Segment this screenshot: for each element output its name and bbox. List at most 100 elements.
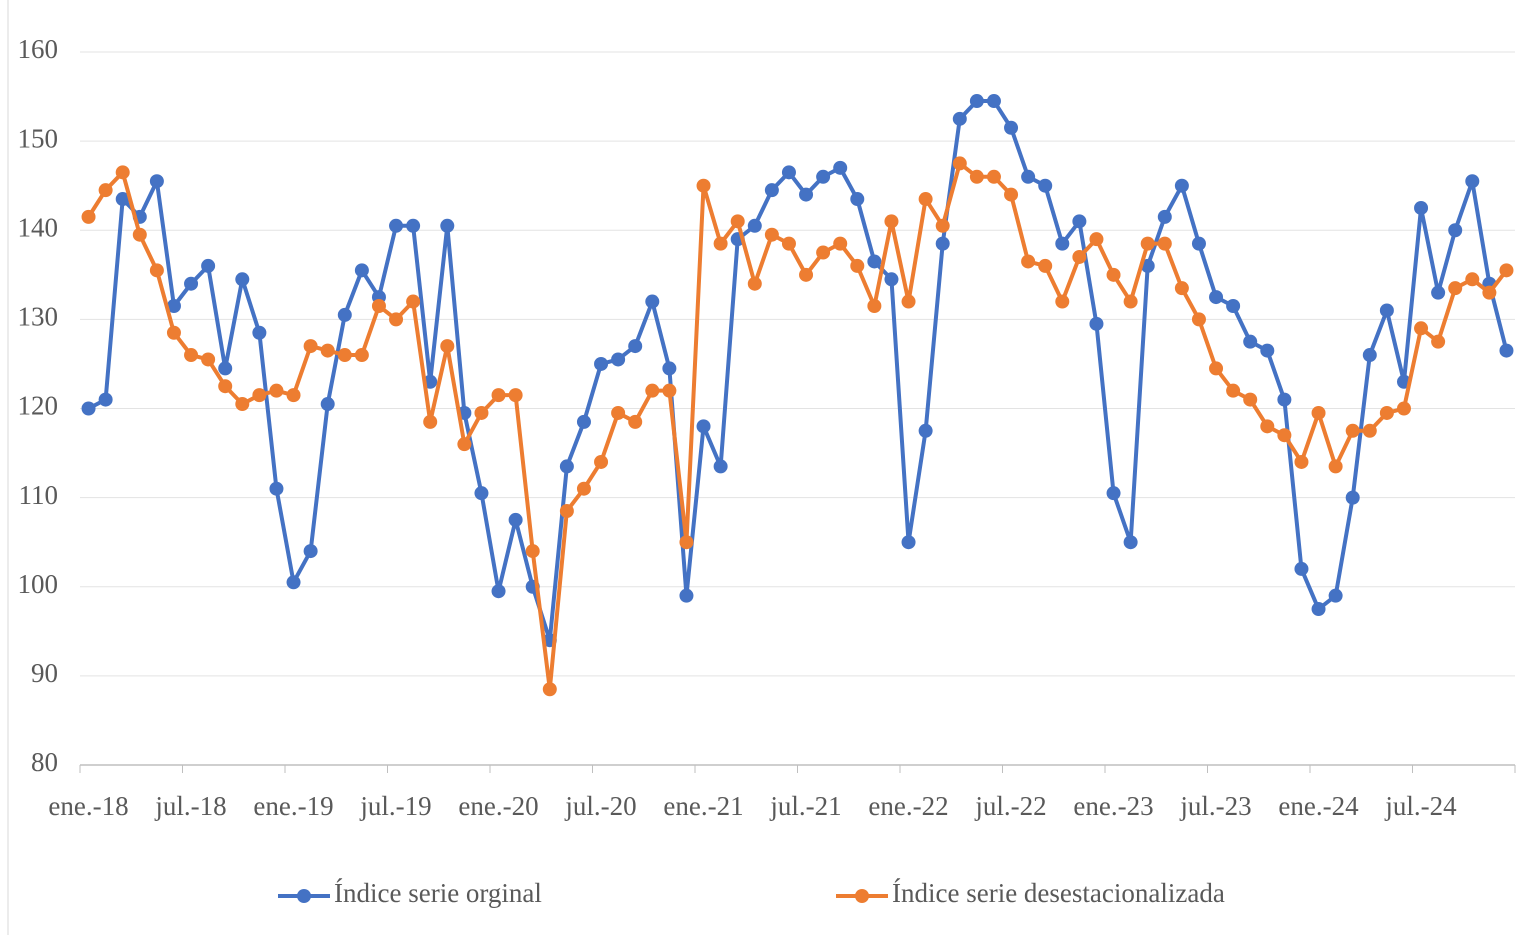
data-point: [594, 454, 609, 469]
data-point: [1089, 316, 1104, 331]
series-line: [86, 161, 1509, 692]
data-point: [1004, 187, 1019, 202]
data-point: [1379, 405, 1394, 420]
data-point: [423, 414, 438, 429]
data-point: [1499, 343, 1514, 358]
data-point: [1431, 334, 1446, 349]
data-point: [764, 183, 779, 198]
data-point: [628, 339, 643, 354]
data-point: [491, 388, 506, 403]
legend-label: Índice serie orginal: [334, 878, 542, 908]
data-point: [662, 383, 677, 398]
y-tick-label: 100: [18, 569, 59, 599]
data-point: [440, 339, 455, 354]
data-point: [81, 401, 96, 416]
data-point: [1311, 405, 1326, 420]
data-point: [747, 276, 762, 291]
y-tick-label: 150: [18, 123, 59, 153]
data-point: [218, 379, 233, 394]
data-point: [816, 245, 831, 260]
data-point: [730, 214, 745, 229]
data-point: [1260, 343, 1275, 358]
x-tick-label: jul.-23: [1179, 791, 1251, 821]
data-point: [389, 312, 404, 327]
data-point: [406, 294, 421, 309]
data-point: [645, 383, 660, 398]
data-point: [1021, 169, 1036, 184]
data-point: [406, 218, 421, 233]
data-point: [149, 263, 164, 278]
data-point: [559, 503, 574, 518]
data-point: [1260, 419, 1275, 434]
data-point: [542, 682, 557, 697]
data-point: [1414, 321, 1429, 336]
data-point: [611, 405, 626, 420]
data-point: [1465, 174, 1480, 189]
data-point: [320, 343, 335, 358]
y-tick-label: 160: [18, 34, 59, 64]
data-point: [1328, 588, 1343, 603]
data-point: [235, 272, 250, 287]
data-point: [645, 294, 660, 309]
data-point: [1294, 454, 1309, 469]
y-tick-label: 90: [31, 658, 58, 688]
data-point: [799, 187, 814, 202]
data-point: [1243, 392, 1258, 407]
data-point: [491, 584, 506, 599]
data-point: [918, 423, 933, 438]
data-point: [969, 94, 984, 109]
x-tick-label: jul.-20: [564, 791, 636, 821]
data-point: [884, 272, 899, 287]
data-point: [1448, 281, 1463, 296]
data-point: [1345, 423, 1360, 438]
series-line: [87, 99, 1509, 643]
data-point: [1414, 200, 1429, 215]
data-point: [269, 481, 284, 496]
data-point: [1038, 258, 1053, 273]
y-tick-label: 110: [19, 480, 59, 510]
data-point: [115, 165, 130, 180]
data-point: [576, 414, 591, 429]
data-point: [1072, 249, 1087, 264]
data-point: [303, 544, 318, 559]
data-point: [269, 383, 284, 398]
data-point: [1482, 285, 1497, 300]
data-point: [1431, 285, 1446, 300]
data-point: [1157, 209, 1172, 224]
data-point: [1448, 223, 1463, 238]
data-point: [525, 544, 540, 559]
data-point: [1106, 267, 1121, 282]
x-tick-label: ene.-21: [663, 791, 743, 821]
x-tick-label: ene.-24: [1278, 791, 1359, 821]
x-tick-label: ene.-23: [1073, 791, 1153, 821]
data-point: [1191, 312, 1206, 327]
data-point: [901, 535, 916, 550]
data-point: [1226, 383, 1241, 398]
y-tick-label: 120: [18, 391, 59, 421]
data-point: [935, 218, 950, 233]
data-point: [1362, 423, 1377, 438]
data-point: [98, 183, 113, 198]
legend-item: Índice serie desestacionalizada: [836, 878, 1225, 908]
data-point: [1226, 299, 1241, 314]
data-point: [252, 325, 267, 340]
data-point: [354, 348, 369, 363]
x-tick-label: ene.-20: [458, 791, 538, 821]
legend-item: Índice serie orginal: [278, 878, 542, 908]
data-point: [115, 192, 130, 207]
data-point: [166, 299, 181, 314]
data-point: [252, 388, 267, 403]
data-point: [1328, 459, 1343, 474]
data-point: [354, 263, 369, 278]
data-point: [1089, 232, 1104, 247]
x-tick-label: jul.-24: [1384, 791, 1457, 821]
data-point: [1157, 236, 1172, 251]
data-point: [201, 258, 216, 273]
data-point: [559, 459, 574, 474]
legend-marker: [855, 889, 869, 903]
x-tick-label: jul.-22: [974, 791, 1046, 821]
data-point: [1294, 561, 1309, 576]
data-point: [1123, 535, 1138, 550]
data-point: [132, 227, 147, 242]
